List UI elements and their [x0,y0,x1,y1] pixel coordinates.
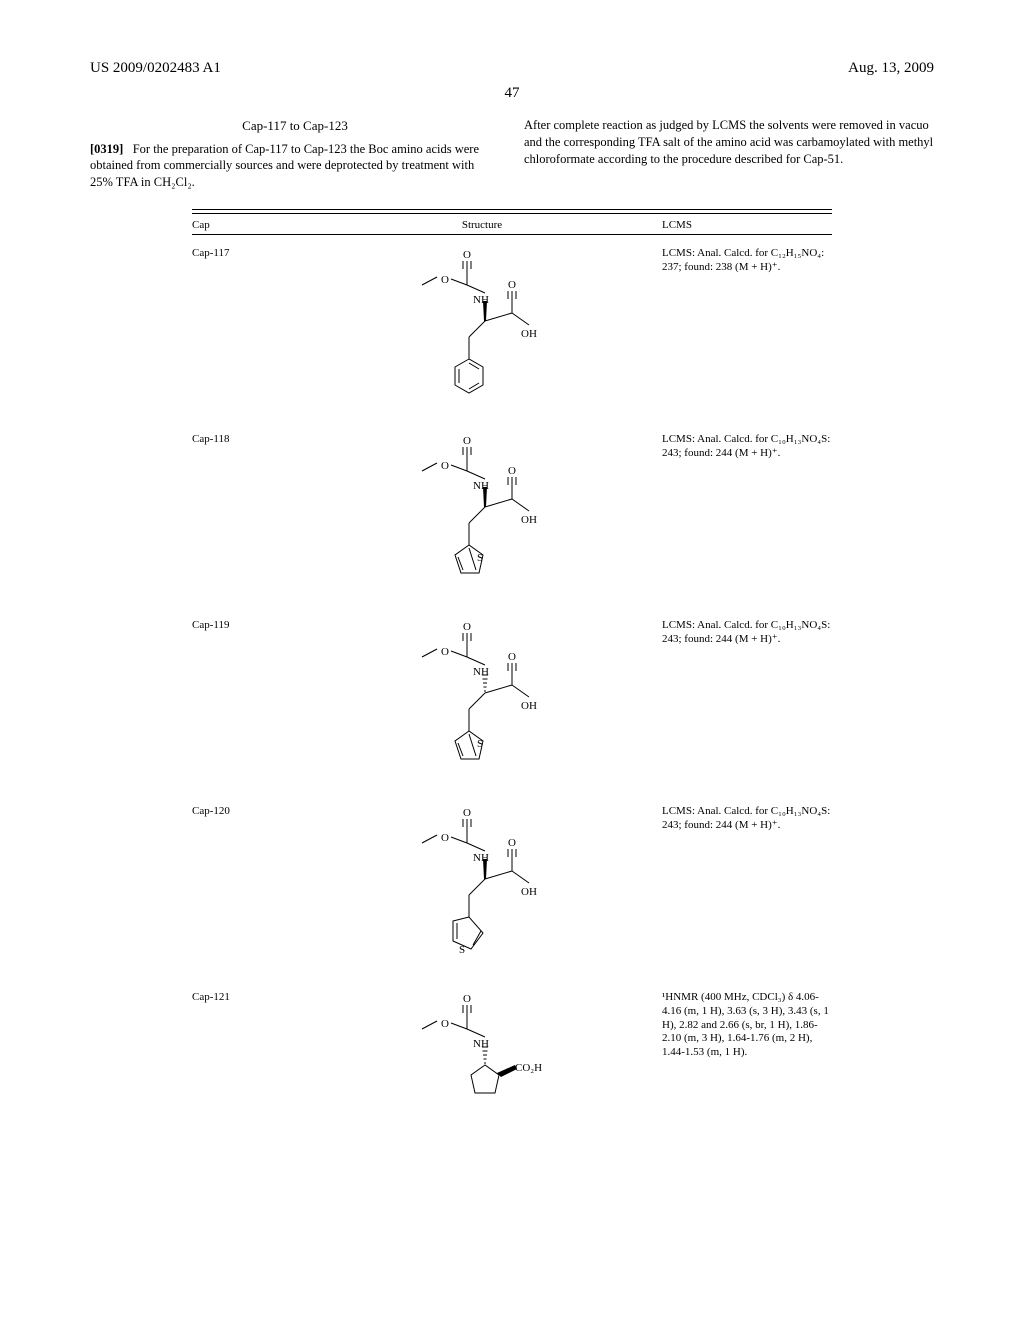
structure-cell: O O NH O OH [302,429,662,599]
svg-text:O: O [508,279,516,291]
svg-text:O: O [463,435,471,447]
cap-label: Cap-119 [192,615,302,631]
structure-cell: O O NH O [302,243,662,413]
structure-thiophene2-icon: O O NH O OH [397,429,567,599]
structure-thiophene3-icon: O O NH O OH [397,801,567,971]
svg-text:O: O [441,1018,449,1030]
lcms-text: LCMS: Anal. Calcd. for C₁₀H₁₃NO₄S: 243; … [662,615,832,647]
table-rule [192,209,832,214]
svg-text:OH: OH [521,514,537,526]
cap-label: Cap-120 [192,801,302,817]
svg-text:OH: OH [521,700,537,712]
paragraph-right: After complete reaction as judged by LCM… [524,117,934,168]
structure-cell: O O NH O OH [302,801,662,971]
svg-text:O: O [508,651,516,663]
cap-label: Cap-121 [192,987,302,1003]
table-header: Cap Structure LCMS [192,216,832,235]
header: US 2009/0202483 A1 Aug. 13, 2009 [90,60,934,77]
para-number: [0319] [90,142,123,156]
svg-text:NH: NH [473,1038,489,1050]
svg-text:O: O [441,274,449,286]
structure-cell: O O NH O OH [302,615,662,785]
data-table: Cap Structure LCMS Cap-117 O O [192,209,832,1125]
lcms-text: LCMS: Anal. Calcd. for C₁₂H₁₅NO₄: 237; f… [662,243,832,275]
page: US 2009/0202483 A1 Aug. 13, 2009 47 Cap-… [0,0,1024,1320]
right-column: After complete reaction as judged by LCM… [524,117,934,191]
th-cap: Cap [192,219,302,231]
svg-text:O: O [463,621,471,633]
svg-text:S: S [459,944,465,956]
th-structure: Structure [302,219,662,231]
svg-text:O: O [441,832,449,844]
svg-text:OH: OH [521,328,537,340]
svg-text:O: O [463,807,471,819]
paragraph-left: [0319] For the preparation of Cap-117 to… [90,141,500,192]
table-row: Cap-117 O O NH [192,235,832,421]
table-row: Cap-119 O O NH [192,607,832,793]
th-lcms: LCMS [662,219,832,231]
lcms-text: LCMS: Anal. Calcd. for C₁₀H₁₃NO₄S: 243; … [662,801,832,833]
svg-text:S: S [477,738,483,750]
section-title: Cap-117 to Cap-123 [90,117,500,135]
svg-text:O: O [508,837,516,849]
svg-text:O: O [441,460,449,472]
cap-label: Cap-117 [192,243,302,259]
para-left-text: For the preparation of Cap-117 to Cap-12… [90,142,479,190]
svg-text:O: O [463,249,471,261]
body-columns: Cap-117 to Cap-123 [0319] For the prepar… [90,117,934,191]
svg-text:O: O [463,993,471,1005]
doc-date: Aug. 13, 2009 [848,60,934,77]
table-row: Cap-120 O O NH [192,793,832,979]
page-number: 47 [90,85,934,102]
lcms-text: LCMS: Anal. Calcd. for C₁₀H₁₃NO₄S: 243; … [662,429,832,461]
cap-label: Cap-118 [192,429,302,445]
svg-text:O: O [508,465,516,477]
left-column: Cap-117 to Cap-123 [0319] For the prepar… [90,117,500,191]
svg-text:S: S [477,552,483,564]
svg-text:O: O [441,646,449,658]
svg-text:NH: NH [473,666,489,678]
lcms-text: ¹HNMR (400 MHz, CDCl₃) δ 4.06-4.16 (m, 1… [662,987,832,1060]
structure-thiophene2-wedge-icon: O O NH O OH [397,615,567,785]
table-row: Cap-121 O O NH [192,979,832,1125]
svg-text:OH: OH [521,886,537,898]
doc-number: US 2009/0202483 A1 [90,60,221,77]
svg-text:CO₂H: CO₂H [515,1062,542,1074]
structure-cyclopentyl-icon: O O NH CO₂H [397,987,567,1117]
table-row: Cap-118 O O NH [192,421,832,607]
structure-cell: O O NH CO₂H [302,987,662,1117]
structure-benzyl-icon: O O NH O [397,243,567,413]
